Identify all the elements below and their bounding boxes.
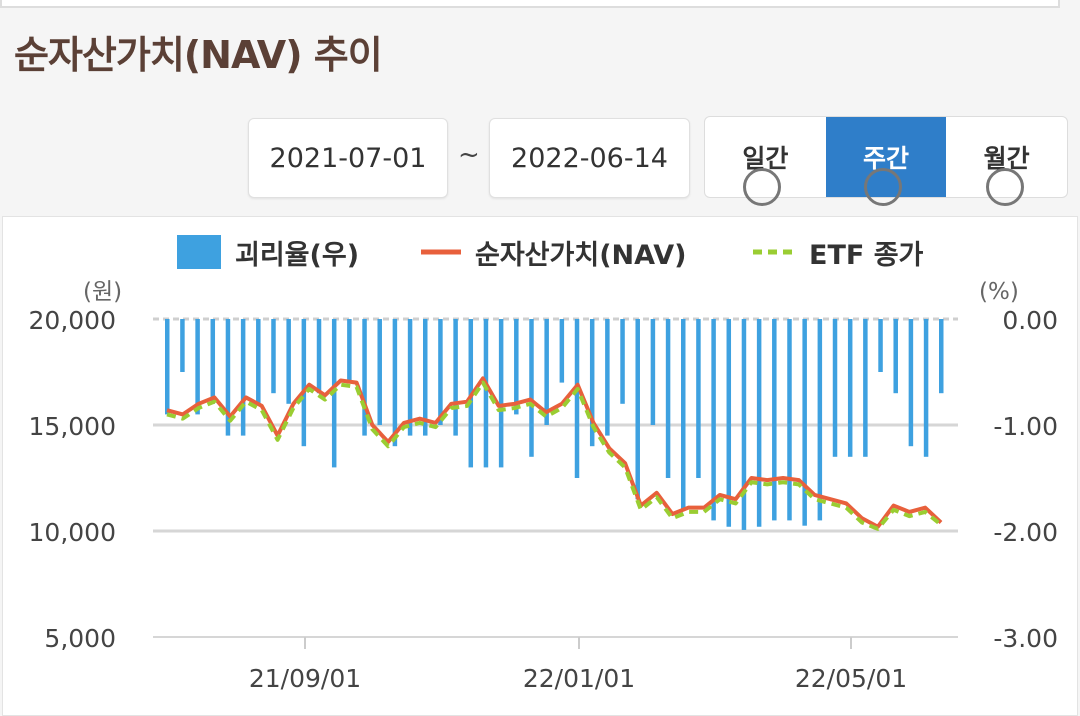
divergence-bar	[726, 319, 732, 527]
divergence-bar	[195, 319, 200, 415]
radio-weekly-icon	[864, 168, 902, 206]
x-tick-label: 22/01/01	[523, 664, 635, 693]
date-range-separator: ~	[458, 140, 480, 170]
divergence-bar	[407, 319, 413, 436]
start-date-input[interactable]: 2021-07-01	[248, 118, 448, 198]
divergence-bar	[893, 319, 898, 394]
divergence-bar	[438, 319, 443, 425]
divergence-bar	[741, 319, 747, 530]
x-tick-label: 21/09/01	[249, 664, 361, 693]
divergence-bar	[908, 319, 914, 447]
divergence-bar	[271, 319, 276, 394]
divergence-bar	[665, 319, 671, 478]
right-tick-label: -2.00	[993, 518, 1058, 547]
divergence-bar	[423, 319, 428, 436]
left-tick-label: 10,000	[29, 518, 116, 547]
divergence-bar	[316, 319, 322, 394]
radio-monthly-icon	[986, 168, 1024, 206]
right-tick-label: -3.00	[993, 624, 1058, 653]
divergence-bar	[544, 319, 549, 425]
top-panel-border	[0, 0, 1060, 8]
divergence-bar	[240, 319, 246, 436]
chart-legend: 괴리율(우) 순자산가치(NAV) ETF 종가	[177, 235, 924, 271]
right-tick-label: 0.00	[1002, 306, 1058, 335]
divergence-bar	[847, 319, 853, 457]
divergence-bar	[498, 319, 504, 468]
divergence-bar	[377, 319, 382, 425]
divergence-bar	[605, 319, 610, 436]
nav-series-line	[166, 376, 943, 529]
divergence-bar	[347, 319, 352, 383]
divergence-bar	[529, 319, 534, 457]
left-tick-label: 5,000	[44, 624, 116, 653]
legend-bar-icon	[177, 235, 221, 269]
radio-daily-icon	[743, 168, 781, 206]
divergence-bar	[863, 319, 868, 457]
divergence-bar	[620, 319, 625, 404]
legend-bar-label: 괴리율(우)	[235, 240, 359, 271]
right-axis-unit: (%)	[979, 279, 1019, 305]
divergence-bar	[225, 319, 231, 436]
divergence-bar	[210, 319, 216, 404]
left-tick-label: 15,000	[29, 412, 116, 441]
divergence-bar	[574, 319, 580, 478]
divergence-bar	[165, 319, 170, 415]
divergence-bar	[256, 319, 261, 404]
divergence-bar	[483, 319, 489, 468]
divergence-bar	[301, 319, 307, 447]
legend-nav-label: 순자산가치(NAV)	[475, 240, 686, 271]
divergence-bar	[589, 319, 595, 447]
divergence-bar	[650, 319, 656, 425]
left-axis-unit: (원)	[83, 279, 122, 305]
divergence-bar	[711, 319, 716, 521]
nav-chart: 괴리율(우) 순자산가치(NAV) ETF 종가 (원) (%) 20,000 0…	[29, 235, 1058, 693]
divergence-bar	[635, 319, 640, 500]
divergence-bar	[817, 319, 823, 521]
divergence-bar	[787, 319, 792, 521]
divergence-bar	[939, 319, 944, 394]
divergence-bar	[559, 319, 565, 383]
x-tick-label: 22/05/01	[795, 664, 907, 693]
end-date-input[interactable]: 2022-06-14	[489, 118, 690, 198]
divergence-bar	[180, 319, 185, 372]
legend-close-label: ETF 종가	[809, 240, 924, 271]
divergence-bar	[802, 319, 807, 526]
divergence-bar	[756, 319, 762, 527]
left-tick-label: 20,000	[29, 306, 116, 335]
divergence-bar	[362, 319, 367, 436]
divergence-bar	[923, 319, 929, 457]
right-tick-label: -1.00	[993, 412, 1058, 441]
close-series-line	[166, 380, 943, 531]
chart-panel: 괴리율(우) 순자산가치(NAV) ETF 종가 (원) (%) 20,000 0…	[2, 216, 1078, 716]
divergence-bar	[696, 319, 701, 478]
divergence-bar	[392, 319, 398, 447]
divergence-bar	[453, 319, 458, 436]
divergence-bar	[681, 319, 686, 510]
divergence-bar	[878, 319, 883, 372]
divergence-bar	[514, 319, 519, 415]
page-title: 순자산가치(NAV) 추이	[14, 33, 383, 77]
divergence-bar	[832, 319, 838, 457]
divergence-bar	[772, 319, 777, 521]
divergence-bar	[286, 319, 291, 404]
